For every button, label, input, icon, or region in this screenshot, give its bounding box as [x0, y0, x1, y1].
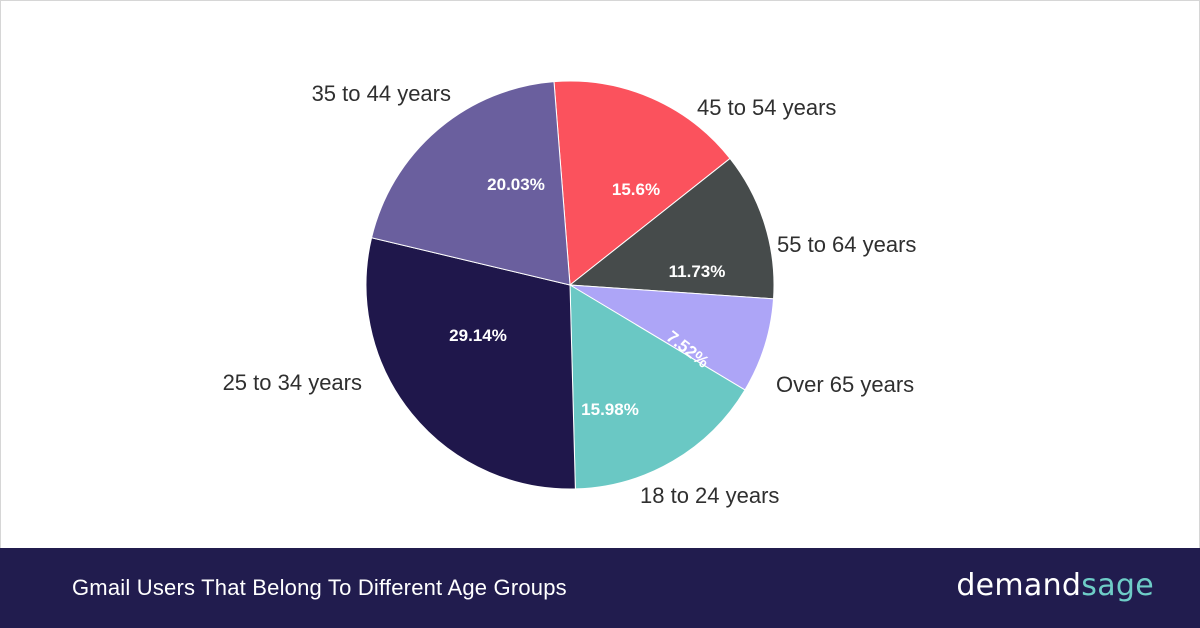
value-label: 11.73% [669, 262, 726, 281]
logo-text-demand: demand [956, 568, 1082, 603]
category-label: 55 to 64 years [777, 232, 916, 257]
brand-logo: demandsage [956, 568, 1154, 603]
pie-slice-25-to-34-years [365, 237, 576, 490]
footer-bar: Gmail Users That Belong To Different Age… [0, 548, 1200, 628]
pie-slice-55-to-64-years [568, 157, 775, 300]
pie-slice-35-to-44-years [370, 81, 571, 286]
value-label: 15.6% [612, 180, 660, 199]
pie-slice-over-65-years [569, 284, 775, 391]
pie-slice-45-to-54-years [553, 80, 731, 286]
category-label: 35 to 44 years [312, 81, 451, 106]
category-label: 18 to 24 years [640, 483, 779, 508]
category-label: 45 to 54 years [697, 95, 836, 120]
value-label: 20.03% [487, 175, 545, 194]
chart-area: 15.6% 45 to 54 years 11.73% 55 to 64 years 7… [223, 80, 916, 508]
value-label: 29.14% [449, 326, 507, 345]
logo-text-sage: sage [1081, 568, 1154, 603]
value-label: 15.98% [581, 400, 639, 419]
category-label: Over 65 years [776, 372, 914, 397]
chart-title: Gmail Users That Belong To Different Age… [72, 575, 567, 600]
pie-slice-18-to-24-years [569, 284, 746, 490]
category-label: 25 to 34 years [223, 370, 362, 395]
